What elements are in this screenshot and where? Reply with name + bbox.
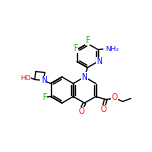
Text: N: N [96, 57, 102, 66]
Text: F: F [43, 93, 47, 102]
Text: NH₂: NH₂ [105, 46, 119, 52]
Text: F: F [85, 36, 90, 45]
Text: N: N [41, 76, 47, 85]
Text: O: O [112, 93, 118, 102]
Text: O: O [79, 107, 85, 116]
Text: F: F [73, 44, 77, 53]
Text: N: N [82, 73, 87, 81]
Text: HO: HO [20, 74, 31, 81]
Text: O: O [101, 105, 107, 114]
